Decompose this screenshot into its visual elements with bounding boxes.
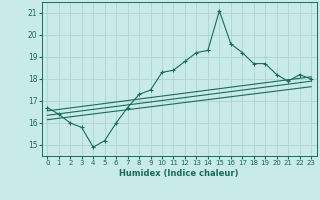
- X-axis label: Humidex (Indice chaleur): Humidex (Indice chaleur): [119, 169, 239, 178]
